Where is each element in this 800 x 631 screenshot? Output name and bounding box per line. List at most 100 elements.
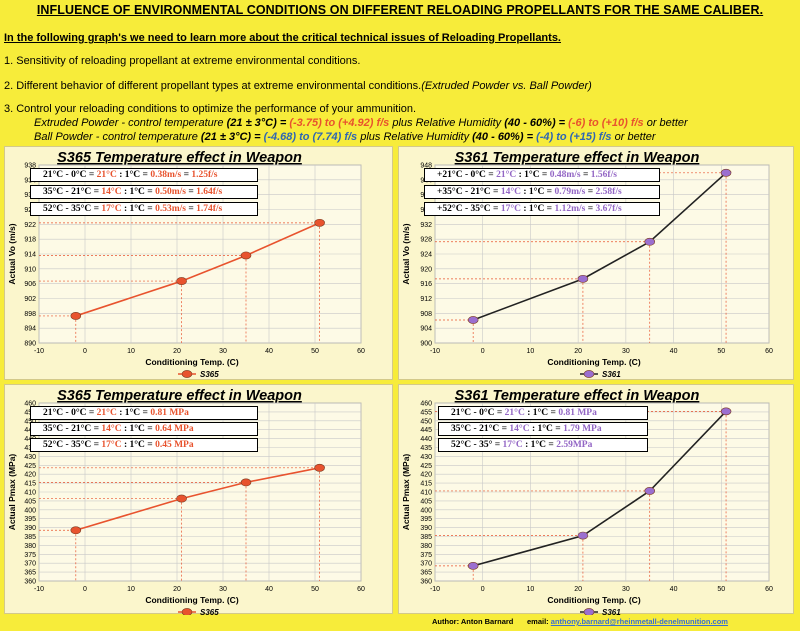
y-axis-label: Actual Pmax (MPa) — [7, 454, 17, 531]
box-delta: 21°C — [96, 170, 117, 180]
box-text: : 1°C = — [116, 170, 151, 180]
box-value: 1.12m/s — [554, 204, 586, 214]
ball-temp: (21 ± 3°C) — [200, 131, 252, 143]
x-tick-label: 0 — [481, 348, 485, 355]
x-tick-label: -10 — [430, 586, 440, 593]
x-tick-label: 50 — [717, 586, 725, 593]
series-line — [472, 410, 727, 567]
y-tick-label: 370 — [24, 561, 36, 568]
y-tick-label: 385 — [24, 534, 36, 541]
legend-marker — [181, 370, 193, 378]
ball-better: or better — [614, 131, 656, 143]
ball-label: Ball Powder - control temperature — [34, 131, 198, 143]
extruded-label: Extruded Powder - control temperature — [34, 117, 224, 129]
extruded-range: (-3.75) to (+4.92) f/s — [289, 117, 390, 129]
calc-box-bl-3: 52°C - 35°C = 17°C : 1°C = 0.45 MPa — [30, 438, 258, 452]
box-value: 0.38m/s — [150, 170, 182, 180]
ball-eq2: = — [526, 131, 533, 143]
y-tick-label: 380 — [420, 543, 432, 550]
y-tick-label: 445 — [420, 427, 432, 434]
x-tick-label: 60 — [765, 348, 773, 355]
x-tick-label: 20 — [173, 586, 181, 593]
box-text: = — [185, 204, 197, 214]
data-point — [70, 526, 82, 535]
footer-email-label: email: — [527, 617, 549, 626]
box-text: 35°C - 21°C = — [451, 424, 510, 434]
y-axis-label: Actual Vo (m/s) — [401, 223, 411, 284]
page-title: INFLUENCE OF ENVIRONMENTAL CONDITIONS ON… — [36, 3, 764, 17]
y-tick-label: 460 — [24, 401, 36, 408]
data-point — [577, 274, 589, 283]
box-value: 2.58f/s — [595, 187, 622, 197]
y-tick-label: 460 — [420, 401, 432, 408]
x-tick-label: 30 — [219, 586, 227, 593]
x-tick-label: 30 — [622, 586, 630, 593]
y-tick-label: 440 — [420, 436, 432, 443]
point-2-text: 2. Different behavior of different prope… — [4, 80, 422, 92]
box-value: 1.79 MPa — [563, 424, 602, 434]
box-delta: 14°C — [509, 424, 530, 434]
y-tick-label: 924 — [420, 252, 432, 259]
y-tick-label: 405 — [420, 498, 432, 505]
x-tick-label: -10 — [34, 348, 44, 355]
x-tick-label: 10 — [527, 586, 535, 593]
y-tick-label: 450 — [24, 418, 36, 425]
x-tick-label: 10 — [127, 586, 135, 593]
y-tick-label: 922 — [24, 222, 36, 229]
x-tick-label: 60 — [357, 586, 365, 593]
box-text: : 1°C = — [121, 204, 156, 214]
box-value: 0.79m/s — [554, 187, 586, 197]
box-text: = — [185, 187, 197, 197]
extruded-condition: Extruded Powder - control temperature (2… — [34, 117, 688, 129]
box-text: : 1°C = — [121, 440, 156, 450]
x-tick-label: 50 — [717, 348, 725, 355]
legend-label: S361 — [602, 370, 621, 379]
data-point — [314, 463, 325, 472]
y-tick-label: 395 — [24, 516, 36, 523]
y-tick-label: 900 — [420, 341, 432, 348]
data-point — [577, 531, 589, 540]
x-tick-label: 60 — [357, 348, 365, 355]
x-tick-label: 0 — [481, 586, 485, 593]
x-axis-label: Conditioning Temp. (C) — [547, 357, 640, 367]
y-tick-label: 916 — [420, 281, 432, 288]
y-tick-label: 420 — [24, 472, 36, 479]
extruded-temp: (21 ± 3°C) — [226, 117, 277, 129]
x-axis-label: Conditioning Temp. (C) — [547, 595, 640, 605]
box-delta: 14°C — [101, 187, 122, 197]
footer-email-link[interactable]: anthony.barnard@rheinmetall-denelmunitio… — [550, 617, 728, 626]
x-tick-label: 60 — [765, 586, 773, 593]
y-tick-label: 928 — [420, 237, 432, 244]
calc-box-br-3: 52°C - 35° = 17°C : 1°C = 2.59MPa — [438, 438, 648, 452]
box-value: 0.81 MPa — [150, 408, 189, 418]
legend-marker — [181, 608, 193, 615]
data-point — [240, 478, 252, 487]
calc-box-bl-1: 21°C - 0°C = 21°C : 1°C = 0.81 MPa — [30, 406, 258, 420]
box-text: : 1°C = — [522, 440, 557, 450]
y-tick-label: 370 — [420, 561, 432, 568]
extruded-eq: = — [279, 117, 287, 129]
y-axis-label: Actual Pmax (MPa) — [401, 454, 411, 531]
y-tick-label: 910 — [24, 266, 36, 273]
y-tick-label: 918 — [24, 237, 36, 244]
series-line — [75, 467, 320, 532]
chart-title: S365 Temperature effect in Weapon — [57, 150, 302, 166]
y-tick-label: 908 — [420, 311, 432, 318]
y-tick-label: 415 — [24, 481, 36, 488]
y-axis-label: Actual Vo (m/s) — [7, 223, 17, 284]
y-tick-label: 430 — [24, 454, 36, 461]
box-value: 1.64f/s — [196, 187, 223, 197]
y-tick-label: 405 — [24, 498, 36, 505]
data-point — [70, 312, 82, 320]
legend-marker — [583, 608, 595, 615]
legend-label: S365 — [200, 370, 219, 379]
y-tick-label: 902 — [24, 296, 36, 303]
box-text: = — [181, 170, 192, 180]
box-value: 1.56f/s — [590, 170, 617, 180]
x-tick-label: 20 — [574, 586, 582, 593]
box-text: 21°C - 0°C = — [43, 408, 97, 418]
y-tick-label: 410 — [420, 490, 432, 497]
extruded-better: or better — [646, 117, 688, 129]
y-tick-label: 410 — [24, 490, 36, 497]
box-text: : 1°C = — [529, 424, 564, 434]
